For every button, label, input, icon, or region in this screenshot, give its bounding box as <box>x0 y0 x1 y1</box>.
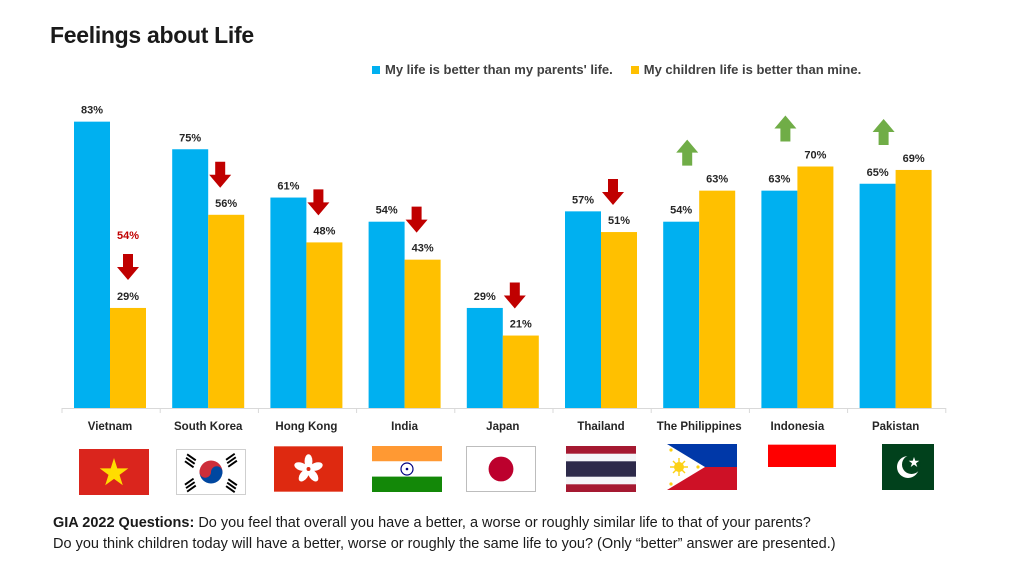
footnote-question-1: Do you feel that overall you have a bett… <box>194 515 811 531</box>
chart-title: Feelings about Life <box>50 22 254 48</box>
vietnam-flag <box>79 449 149 495</box>
indonesia-flag <box>768 444 836 490</box>
legend-swatch-series1 <box>372 65 380 74</box>
x-tick-label: Thailand <box>577 421 624 433</box>
x-tick-label: Japan <box>486 421 519 433</box>
data-label-series2: 51% <box>608 215 630 227</box>
x-tick-label: Hong Kong <box>275 421 337 433</box>
footnote: GIA 2022 Questions: Do you feel that ove… <box>53 513 836 555</box>
south-korea-flag <box>176 449 246 495</box>
pakistan-flag <box>864 444 934 490</box>
bar-chart: 83% 29% Vietnam 75% 56% South Korea 61% 48% Hong… <box>61 105 947 433</box>
down-arrow-icon <box>405 206 428 233</box>
data-label-series1: 65% <box>867 167 889 179</box>
bar-series2 <box>306 242 343 408</box>
data-label-series2: 29% <box>117 291 139 303</box>
legend-item-series1: My life is better than my parents' life. <box>372 62 613 77</box>
data-label-series2: 48% <box>313 225 335 237</box>
philippines-flag <box>667 444 737 490</box>
bar-series1 <box>74 121 110 409</box>
data-label-series1: 54% <box>376 205 398 217</box>
bar-series1 <box>466 307 503 408</box>
x-tick-label: Pakistan <box>872 421 919 433</box>
bar-series2 <box>601 232 637 408</box>
footnote-question-2: Do you think children today will have a … <box>53 536 836 552</box>
data-label-series2: 69% <box>903 153 925 165</box>
data-label-series1: 29% <box>474 291 496 303</box>
bar-series1 <box>172 149 209 408</box>
bar-series1 <box>270 197 307 408</box>
bar-series1 <box>368 221 405 408</box>
up-arrow-icon <box>676 139 699 166</box>
down-arrow-icon <box>503 282 526 309</box>
down-arrow-icon <box>209 161 232 188</box>
data-label-series1: 57% <box>572 194 594 206</box>
legend-swatch-series2 <box>630 65 639 74</box>
bar-series1 <box>761 190 798 408</box>
bar-series2 <box>502 335 539 408</box>
hong-kong-flag <box>274 446 343 492</box>
data-label-series2: 56% <box>215 198 237 210</box>
bar-series2 <box>895 169 932 408</box>
data-label-series2: 21% <box>510 319 532 331</box>
bar-series2 <box>208 214 245 408</box>
bar-series2 <box>110 307 146 408</box>
up-arrow-icon <box>872 118 895 145</box>
thailand-flag <box>566 446 636 492</box>
footnote-line-1: GIA 2022 Questions: Do you feel that ove… <box>53 513 836 534</box>
footnote-heading: GIA 2022 Questions: <box>53 515 195 531</box>
legend-label-series1: My life is better than my parents' life. <box>385 62 613 77</box>
bar-series2 <box>797 166 834 408</box>
bar-series2 <box>404 259 441 408</box>
india-flag <box>372 446 442 492</box>
down-arrow-icon <box>307 189 330 216</box>
down-arrow-icon <box>117 253 139 280</box>
x-tick-label: Indonesia <box>771 421 825 433</box>
data-label-series2: 43% <box>412 243 434 255</box>
legend-label-series2: My children life is better than mine. <box>643 62 862 77</box>
x-tick-label: The Philippines <box>657 421 742 433</box>
down-arrow-icon <box>602 179 624 206</box>
data-label-series1: 75% <box>179 132 201 144</box>
x-tick-label: South Korea <box>174 421 243 433</box>
x-tick-label: India <box>391 421 418 433</box>
up-arrow-icon <box>774 115 797 142</box>
data-label-series1: 83% <box>81 105 103 117</box>
data-label-series2: 63% <box>706 174 728 186</box>
data-label-series1: 54% <box>670 205 692 217</box>
chart-legend: My life is better than my parents' life.… <box>372 62 861 77</box>
bar-series1 <box>859 183 896 408</box>
data-label-series2: 70% <box>804 150 826 162</box>
bar-series1 <box>565 211 601 408</box>
data-label-series1: 63% <box>768 174 790 186</box>
bar-series2 <box>699 190 736 408</box>
data-label-series1: 61% <box>277 181 299 193</box>
legend-item-series2: My children life is better than mine. <box>630 62 862 77</box>
bar-series1 <box>663 221 700 408</box>
japan-flag <box>466 446 536 492</box>
x-tick-label: Vietnam <box>88 421 133 433</box>
annotation-label: 54% <box>117 230 139 242</box>
